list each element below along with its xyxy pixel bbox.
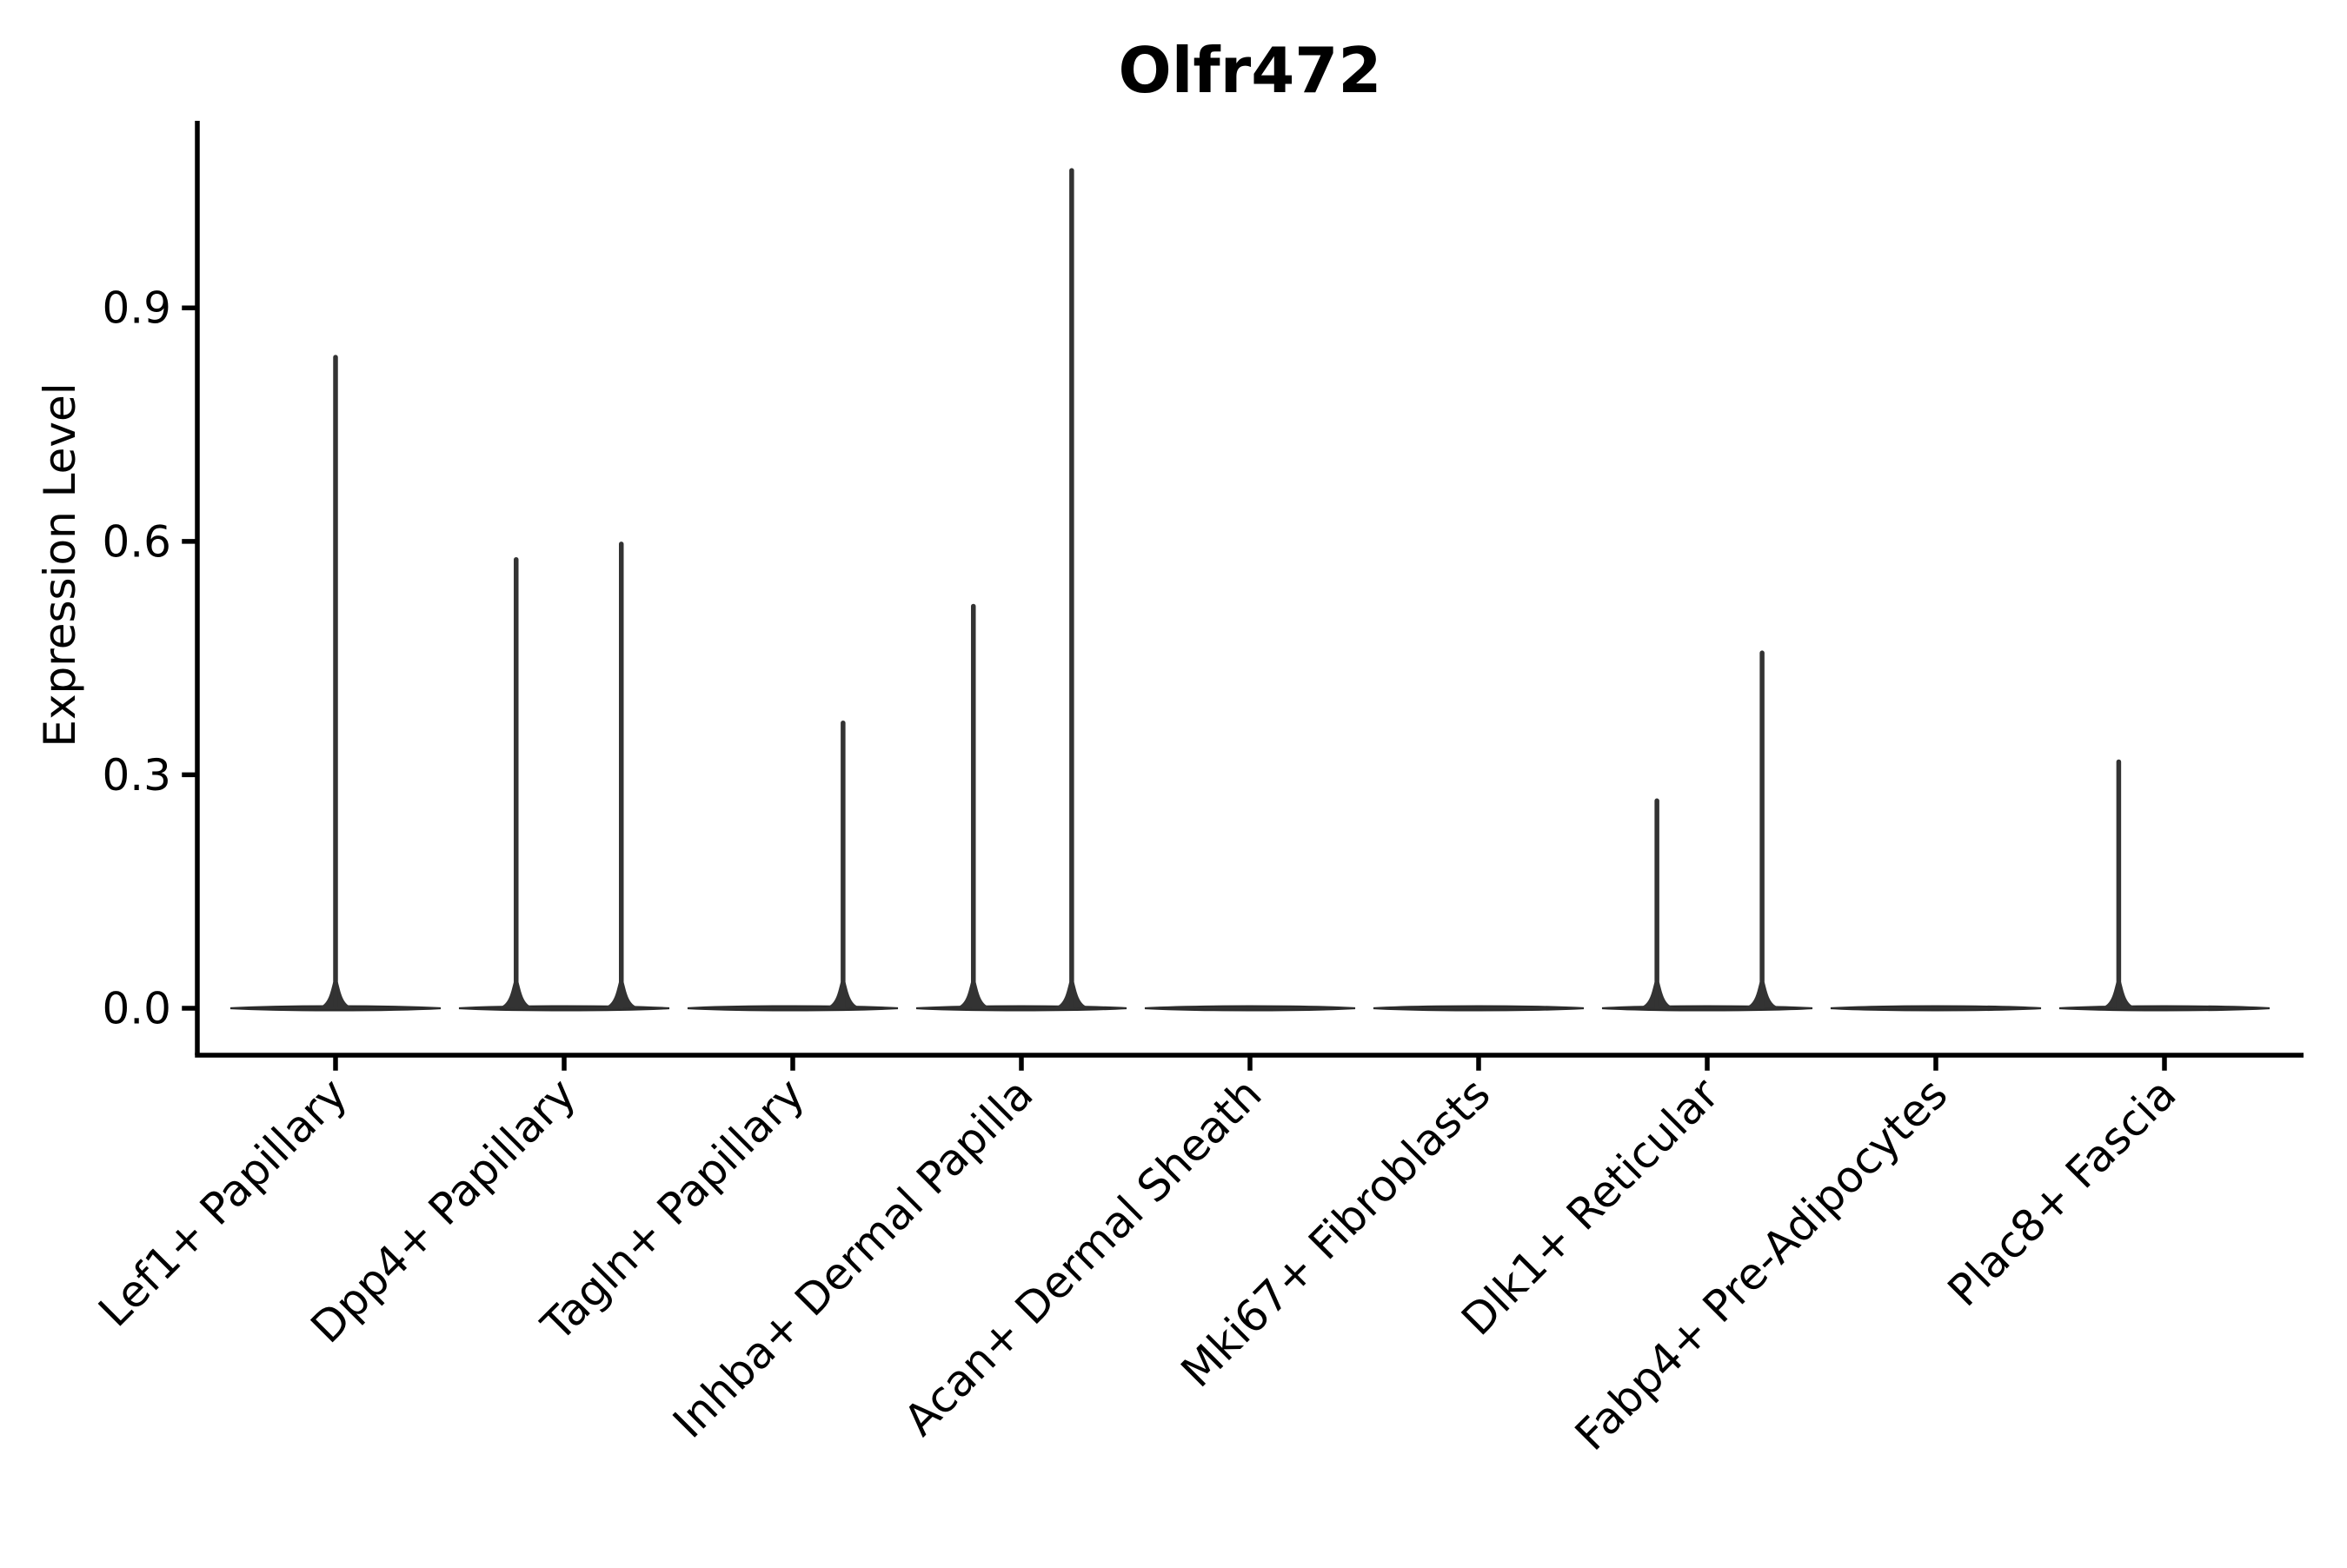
violin-9: [2058, 759, 2271, 1012]
y-tick-label: 0.0: [102, 984, 171, 1034]
violin-base: [458, 1005, 670, 1012]
violin-base: [1144, 1005, 1356, 1012]
violin-base: [1601, 1005, 1813, 1012]
x-tick-label: Fabp4+ Pre-Adipocytes: [1566, 1068, 1958, 1460]
violin-5: [1144, 1005, 1356, 1012]
violin-base: [2058, 1005, 2271, 1012]
violin-7: [1601, 650, 1813, 1012]
x-tick-label: Lef1+ Papillary: [89, 1068, 356, 1336]
violin-1: [229, 355, 442, 1012]
violins-layer: [229, 168, 2271, 1012]
y-tick-label: 0.6: [102, 516, 171, 567]
violin-4: [915, 168, 1127, 1012]
violin-6: [1373, 1005, 1585, 1012]
chart-title: Olfr472: [1118, 34, 1381, 107]
x-tick-label: Plac8+ Fascia: [1938, 1068, 2186, 1316]
violin-3: [687, 720, 899, 1012]
violin-base: [915, 1005, 1127, 1012]
violin-base: [687, 1005, 899, 1012]
y-tick-label: 0.3: [102, 750, 171, 801]
violin-8: [1830, 1005, 2042, 1012]
y-tick-label: 0.9: [102, 283, 171, 334]
violin-2: [458, 541, 670, 1012]
violin-base: [1373, 1005, 1585, 1012]
y-axis-label: Expression Level: [35, 382, 85, 747]
violin-base: [1830, 1005, 2042, 1012]
